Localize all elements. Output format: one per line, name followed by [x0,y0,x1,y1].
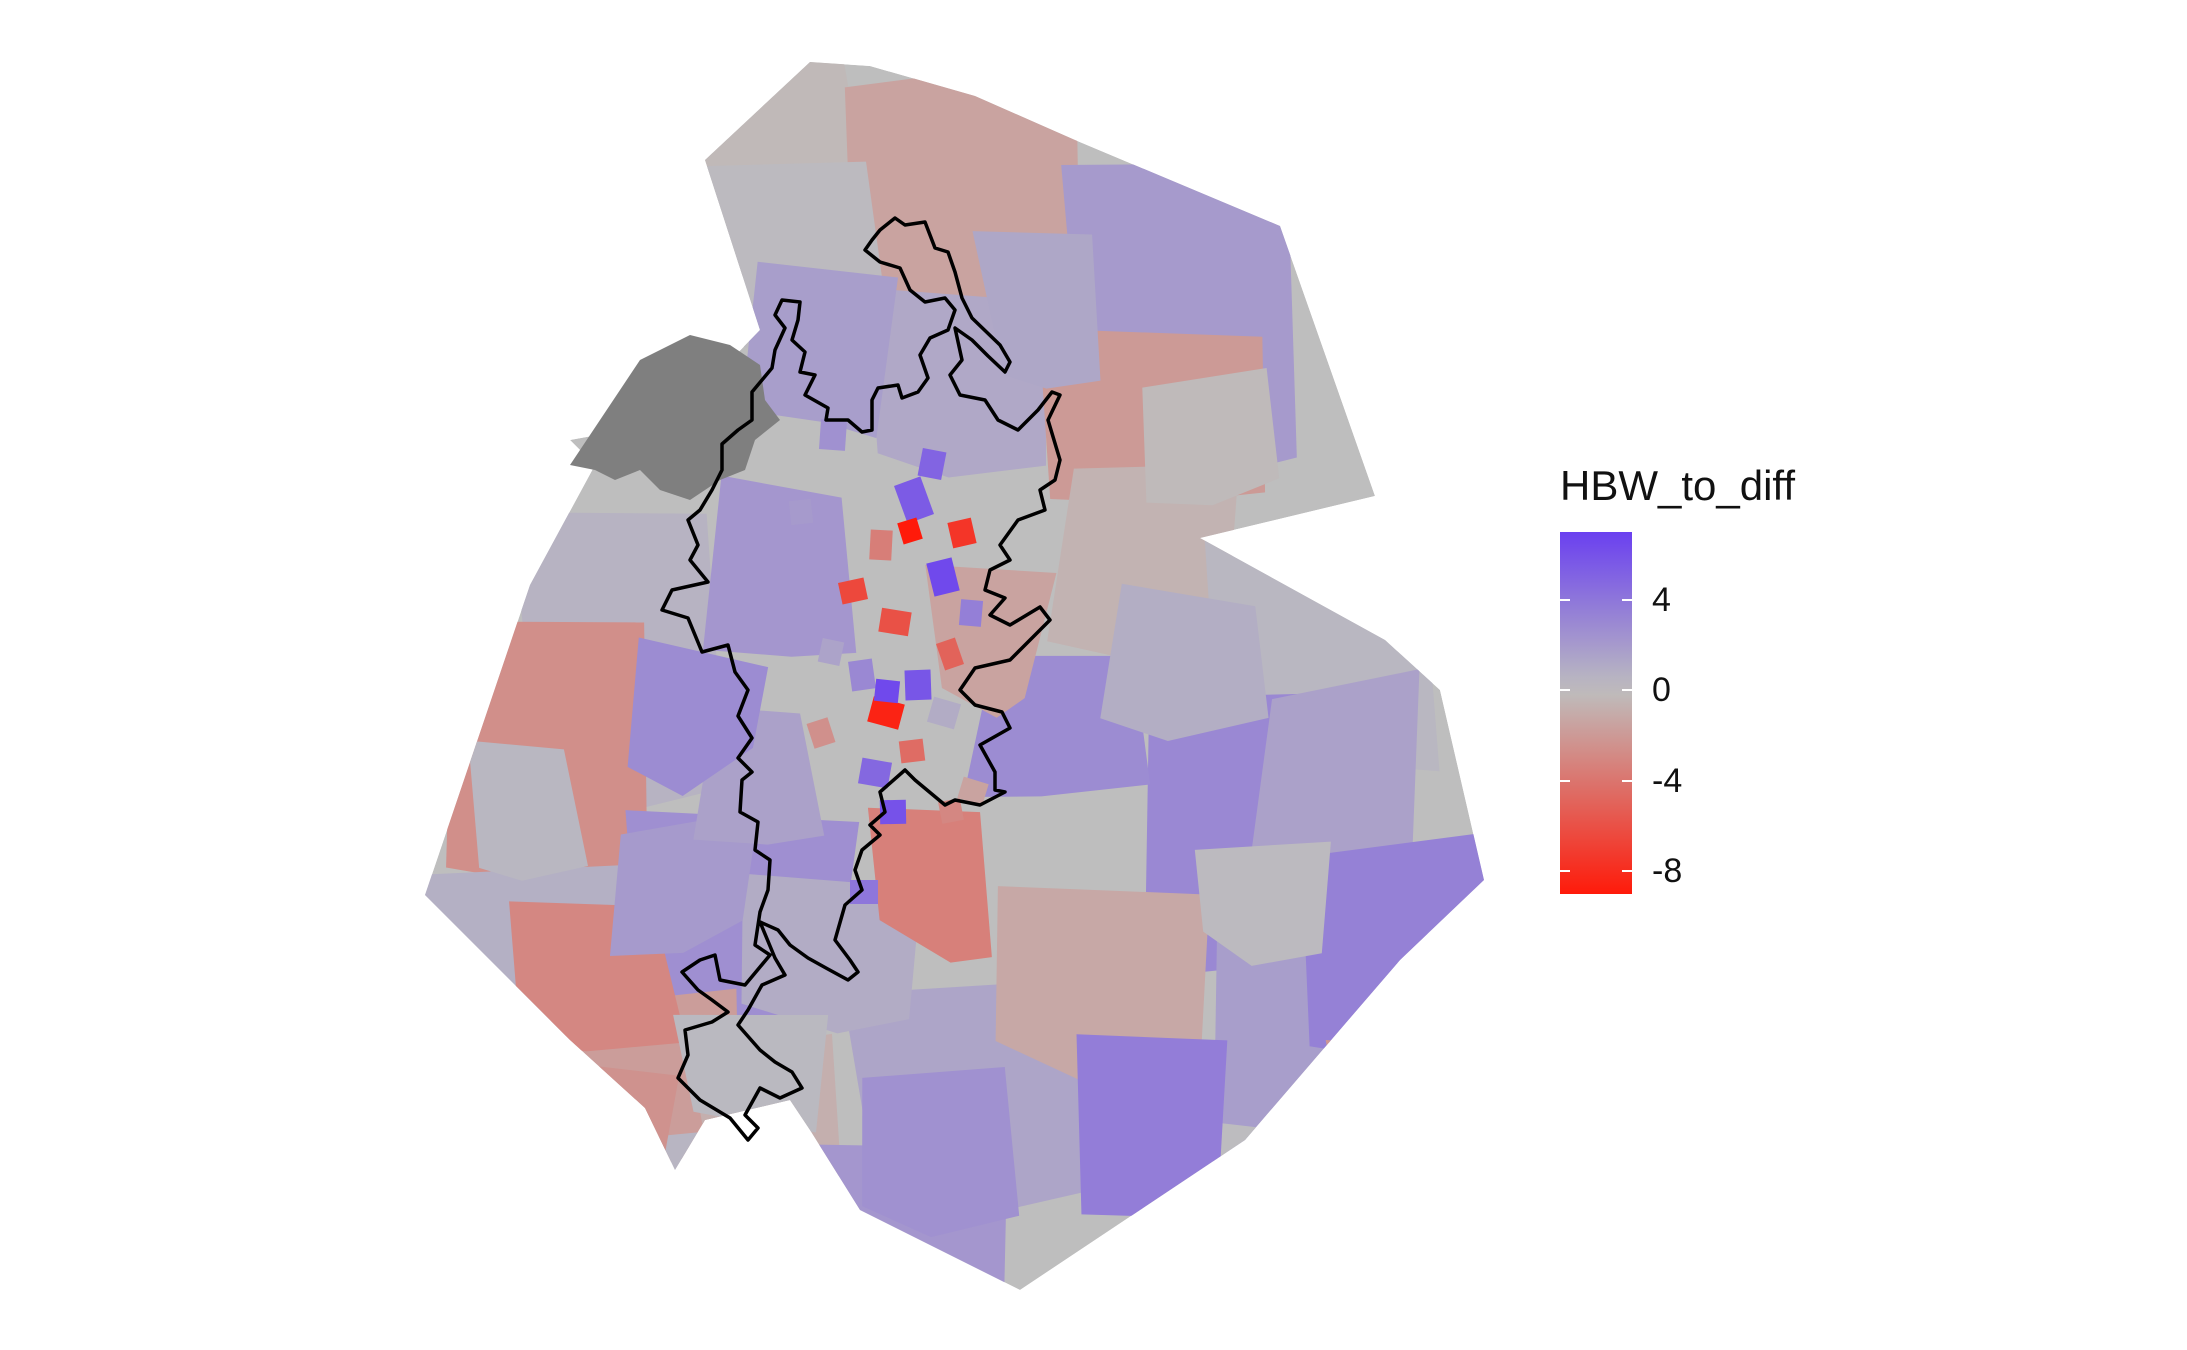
urban-zone [935,637,965,671]
urban-zone [848,658,876,692]
legend: HBW_to_diff 4 0 -4 -8 [1560,462,1890,922]
zone [1194,841,1331,966]
urban-zone [897,517,923,545]
urban-zone [926,557,960,597]
urban-zone [947,517,977,549]
city-boundary [660,216,1062,1142]
zone [862,1066,1020,1238]
legend-tick-label: -8 [1652,852,1683,891]
legend-tick-mark [1622,779,1632,782]
urban-zone [926,696,962,730]
zone [603,1122,805,1290]
legend-tick-mark [1560,779,1570,782]
legend-tick-label: 0 [1652,671,1671,710]
urban-zone [878,607,912,637]
legend-tick-mark [1622,870,1632,873]
legend-tick-mark [1622,689,1632,692]
zone [468,740,589,881]
urban-zone [837,577,869,605]
zone [925,564,1057,718]
zone [1247,669,1420,898]
zone [627,637,769,796]
legend-tick-mark [1560,689,1570,692]
zone [1076,1034,1228,1217]
urban-zone [894,476,934,524]
zone [609,810,759,956]
urban-zone [917,447,947,481]
urban-zone [879,799,907,825]
urban-zone [788,498,814,526]
legend-tick-label: -4 [1652,761,1683,800]
legend-color-bar [1560,532,1632,894]
zone [1100,583,1269,742]
urban-zone [898,738,926,764]
legend-tick-mark [1622,598,1632,601]
no-data-region [570,335,780,500]
legend-title: HBW_to_diff [1560,462,1795,509]
urban-zone [904,669,932,701]
urban-zone [957,776,989,806]
legend-tick-label: 4 [1652,580,1671,619]
zone [1301,832,1484,1063]
zone [703,475,857,657]
legend-tick-mark [1560,870,1570,873]
urban-zone [817,637,845,667]
urban-zone [958,599,984,627]
zone [1142,368,1280,506]
zone [741,873,922,1034]
urban-zone [857,757,893,789]
urban-zone [873,678,901,704]
zone-layer [425,62,1484,1290]
zone [1325,1039,1479,1170]
zone [523,1059,680,1184]
urban-zone [806,717,836,749]
urban-zone [867,696,905,730]
urban-zone [818,419,848,451]
legend-tick-mark [1560,598,1570,601]
urban-zone [850,880,878,904]
zone [867,807,992,963]
urban-zone-layer [788,419,989,904]
urban-zone [869,529,893,561]
